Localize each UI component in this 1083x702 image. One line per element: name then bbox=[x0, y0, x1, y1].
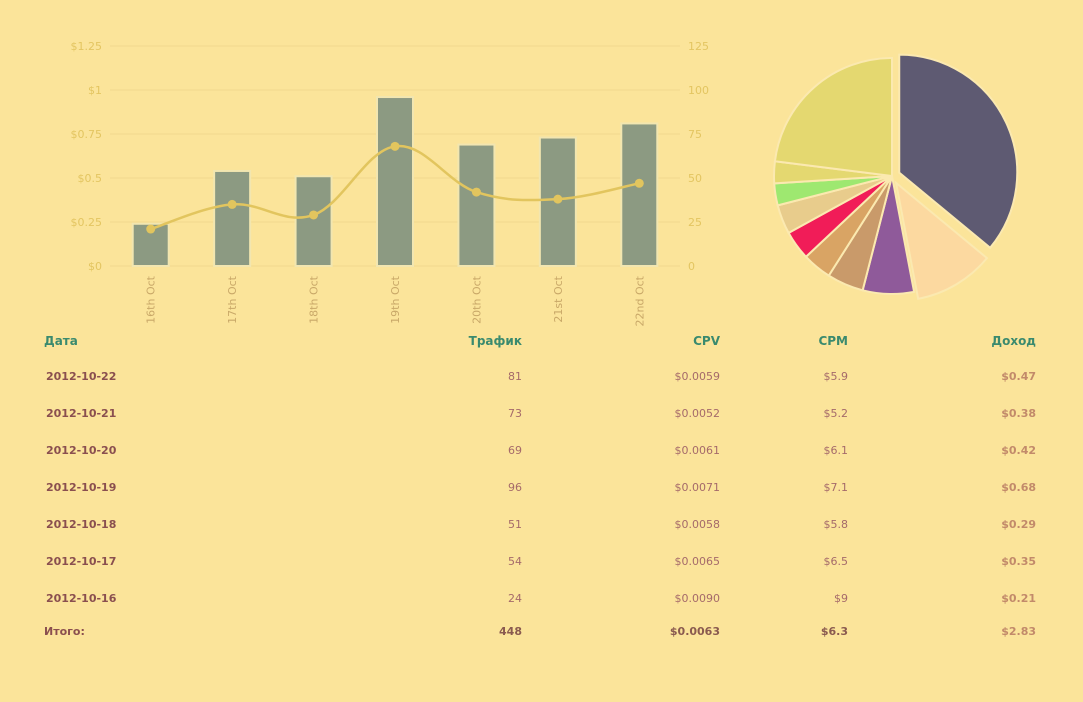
header-cpv[interactable]: CPV bbox=[693, 334, 720, 348]
cell-traffic: 81 bbox=[508, 370, 522, 383]
pie-chart bbox=[773, 53, 1019, 300]
cell-cpv: $0.0071 bbox=[674, 481, 721, 494]
cell-cpv: $0.0058 bbox=[674, 518, 721, 531]
traffic-bar bbox=[294, 175, 333, 268]
left-tick-label: $0 bbox=[88, 260, 102, 273]
x-tick-label: 18th Oct bbox=[308, 275, 321, 323]
cell-date: 2012-10-19 bbox=[46, 481, 117, 494]
left-tick-label: $0.75 bbox=[71, 128, 103, 141]
cell-cpm: $5.2 bbox=[823, 407, 849, 420]
x-tick-label: 17th Oct bbox=[226, 275, 239, 323]
cell-traffic: 73 bbox=[508, 407, 522, 420]
traffic-bar bbox=[620, 122, 659, 267]
right-tick-label: 0 bbox=[688, 260, 695, 273]
total-label: Итого: bbox=[44, 624, 85, 638]
x-tick-label: 22nd Oct bbox=[633, 275, 646, 326]
cell-cpv: $0.0059 bbox=[674, 370, 721, 383]
income-point bbox=[471, 187, 481, 197]
income-point bbox=[227, 199, 237, 209]
cell-date: 2012-10-18 bbox=[46, 518, 117, 531]
income-points bbox=[146, 141, 644, 234]
cell-cpv: $0.0065 bbox=[674, 555, 721, 568]
traffic-bar bbox=[457, 143, 496, 267]
cell-date: 2012-10-22 bbox=[46, 370, 117, 383]
income-point bbox=[553, 194, 563, 204]
x-tick-label: 16th Oct bbox=[145, 275, 158, 323]
cell-income: $0.29 bbox=[1001, 518, 1036, 531]
right-tick-label: 25 bbox=[688, 216, 702, 229]
x-tick-label: 19th Oct bbox=[389, 275, 402, 323]
traffic-bar bbox=[213, 169, 252, 268]
cell-cpm: $7.1 bbox=[823, 481, 849, 494]
table-row: 2012-10-17 54 $0.0065 $6.5 $0.35 bbox=[40, 543, 1040, 580]
table-row: 2012-10-20 69 $0.0061 $6.1 $0.42 bbox=[40, 432, 1040, 469]
traffic-bars bbox=[131, 96, 659, 268]
traffic-bar bbox=[376, 96, 414, 268]
right-tick-label: 125 bbox=[688, 40, 709, 53]
cell-income: $0.47 bbox=[1001, 370, 1036, 383]
stats-table: Дата Трафик CPV CPM Доход 2012-10-22 81 … bbox=[40, 324, 1040, 645]
cell-income: $0.42 bbox=[1001, 444, 1036, 457]
right-tick-label: 50 bbox=[688, 172, 702, 185]
table-row: 2012-10-22 81 $0.0059 $5.9 $0.47 bbox=[40, 358, 1040, 395]
left-axis-ticks: $0 $0.25 $0.5 $0.75 $1 $1.25 bbox=[71, 40, 103, 273]
income-point bbox=[309, 210, 319, 220]
cell-income: $0.38 bbox=[1001, 407, 1036, 420]
cell-traffic: 54 bbox=[508, 555, 522, 568]
cell-date: 2012-10-16 bbox=[46, 592, 117, 605]
total-traffic: 448 bbox=[499, 624, 522, 638]
cell-cpm: $6.5 bbox=[823, 555, 849, 568]
cell-income: $0.21 bbox=[1001, 592, 1036, 605]
table-total-row: Итого: 448 $0.0063 $6.3 $2.83 bbox=[40, 617, 1040, 645]
left-tick-label: $0.25 bbox=[71, 216, 103, 229]
cell-cpm: $5.9 bbox=[823, 370, 849, 383]
cell-cpm: $5.8 bbox=[823, 518, 849, 531]
traffic-bar bbox=[131, 222, 170, 267]
x-axis-ticks: 16th Oct 17th Oct 18th Oct 19th Oct 20th Oct… bbox=[145, 275, 647, 326]
cell-cpm: $9 bbox=[834, 592, 848, 605]
left-tick-label: $1.25 bbox=[71, 40, 103, 53]
header-traffic[interactable]: Трафик bbox=[468, 334, 522, 348]
pie-slice bbox=[773, 56, 893, 178]
traffic-income-chart: $0 $0.25 $0.5 $0.75 $1 $1.25 0 25 50 75 100 125 16… bbox=[71, 40, 710, 326]
x-tick-label: 20th Oct bbox=[470, 275, 483, 323]
cell-date: 2012-10-17 bbox=[46, 555, 117, 568]
table-row: 2012-10-16 24 $0.0090 $9 $0.21 bbox=[40, 580, 1040, 617]
total-cpv: $0.0063 bbox=[669, 624, 720, 638]
pie-slice bbox=[894, 180, 989, 300]
pie-slice bbox=[898, 53, 1019, 250]
header-income[interactable]: Доход bbox=[991, 334, 1036, 348]
right-axis-ticks: 0 25 50 75 100 125 bbox=[688, 40, 709, 273]
pie-slices bbox=[773, 53, 1019, 300]
income-point bbox=[146, 224, 156, 234]
table-row: 2012-10-18 51 $0.0058 $5.8 $0.29 bbox=[40, 506, 1040, 543]
table-header-row: Дата Трафик CPV CPM Доход bbox=[40, 324, 1040, 358]
cell-traffic: 69 bbox=[508, 444, 522, 457]
total-income: $2.83 bbox=[1001, 624, 1036, 638]
cell-cpv: $0.0052 bbox=[674, 407, 721, 420]
cell-date: 2012-10-21 bbox=[46, 407, 117, 420]
income-point bbox=[390, 141, 400, 151]
cell-cpv: $0.0061 bbox=[674, 444, 721, 457]
cell-traffic: 24 bbox=[508, 592, 522, 605]
header-cpm[interactable]: CPM bbox=[818, 334, 848, 348]
table-row: 2012-10-19 96 $0.0071 $7.1 $0.68 bbox=[40, 469, 1040, 506]
cell-date: 2012-10-20 bbox=[46, 444, 117, 457]
cell-income: $0.68 bbox=[1001, 481, 1036, 494]
left-tick-label: $0.5 bbox=[78, 172, 103, 185]
income-point bbox=[634, 178, 644, 188]
header-date[interactable]: Дата bbox=[44, 334, 78, 348]
cell-cpv: $0.0090 bbox=[674, 592, 721, 605]
cell-cpm: $6.1 bbox=[823, 444, 849, 457]
right-tick-label: 75 bbox=[688, 128, 702, 141]
cell-income: $0.35 bbox=[1001, 555, 1036, 568]
cell-traffic: 96 bbox=[508, 481, 522, 494]
total-cpm: $6.3 bbox=[820, 624, 848, 638]
cell-traffic: 51 bbox=[508, 518, 522, 531]
left-tick-label: $1 bbox=[88, 84, 102, 97]
x-tick-label: 21st Oct bbox=[552, 275, 565, 322]
table-row: 2012-10-21 73 $0.0052 $5.2 $0.38 bbox=[40, 395, 1040, 432]
right-tick-label: 100 bbox=[688, 84, 709, 97]
